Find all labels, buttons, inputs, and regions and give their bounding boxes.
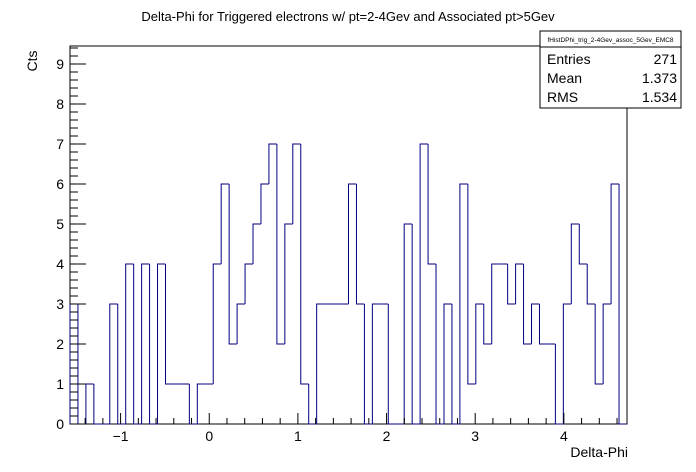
stats-entries-value: 271 <box>654 51 678 67</box>
histogram-bar <box>133 264 142 425</box>
histogram-bar <box>594 304 604 385</box>
x-tick-label: −1 <box>113 428 129 444</box>
x-tick-label: 2 <box>383 428 391 444</box>
y-tick-label: 5 <box>56 216 64 232</box>
chart-title: Delta-Phi for Triggered electrons w/ pt=… <box>141 9 555 24</box>
x-tick-label: 0 <box>205 428 213 444</box>
histogram-bar <box>459 183 468 424</box>
histogram-bar <box>427 144 437 265</box>
histogram-bar <box>236 303 246 344</box>
histogram-bar <box>292 143 301 224</box>
stats-mean-value: 1.373 <box>642 70 677 86</box>
y-tick-label: 0 <box>56 416 64 432</box>
histogram-bar <box>419 143 429 424</box>
histogram-bar <box>164 264 174 385</box>
histogram-bar <box>188 384 198 425</box>
x-tick-label: 4 <box>560 428 568 444</box>
x-axis: −1 0 1 2 3 4 <box>84 413 618 444</box>
histogram-bar <box>483 304 492 345</box>
histogram-bar <box>141 263 150 424</box>
histogram-bar <box>316 303 325 424</box>
y-axis: 0 1 2 3 4 5 6 7 8 9 <box>56 47 86 432</box>
histogram-bar <box>491 263 500 344</box>
histogram-bar <box>109 303 118 424</box>
plot-frame <box>69 45 628 425</box>
histogram-bar <box>443 303 452 424</box>
histogram-bar <box>355 184 365 305</box>
stats-box-frame <box>539 30 682 109</box>
histogram-bar <box>538 304 548 345</box>
histogram-bar <box>268 143 277 184</box>
y-tick-label: 1 <box>56 376 64 392</box>
histogram-bar <box>196 383 206 424</box>
histogram-bar <box>348 183 357 304</box>
histogram-bar <box>411 224 421 425</box>
stats-box: fHistDPhi_trig_2-4Gev_assoc_5Gev_EMC8 En… <box>539 30 682 109</box>
histogram-bar <box>371 303 381 424</box>
x-tick-label: 1 <box>294 428 302 444</box>
histogram-bar <box>578 224 588 265</box>
histogram-bar <box>276 144 285 345</box>
histogram-bar <box>117 304 126 425</box>
histogram-bar <box>523 264 532 345</box>
y-tick-label: 4 <box>56 256 64 272</box>
stats-box-name: fHistDPhi_trig_2-4Gev_assoc_5Gev_EMC8 <box>547 37 673 44</box>
histogram-bar <box>77 304 86 425</box>
histogram-bar <box>451 304 460 425</box>
histogram-bar <box>93 384 102 425</box>
histogram-bar <box>125 263 134 424</box>
y-tick-label: 3 <box>56 296 64 312</box>
histogram-bar <box>618 184 627 425</box>
histogram-bar <box>244 263 254 304</box>
histogram-bar <box>562 303 572 424</box>
y-tick-label: 2 <box>56 336 64 352</box>
histogram-series <box>69 143 627 425</box>
stats-mean-label: Mean <box>547 70 582 86</box>
histogram-bar <box>260 183 269 224</box>
histogram-bar <box>212 263 222 384</box>
histogram-bar <box>586 264 596 305</box>
histogram-bar <box>610 183 620 304</box>
histogram-bar <box>252 223 261 264</box>
histogram-bar <box>467 184 476 385</box>
histogram-bar <box>554 344 564 425</box>
histogram-bar <box>387 304 397 425</box>
plot-area-border <box>69 45 628 425</box>
histogram-bar <box>69 303 78 424</box>
histogram-bar <box>602 303 612 384</box>
histogram-bar <box>284 223 293 344</box>
stats-rms-value: 1.534 <box>642 89 677 105</box>
x-tick-label: 3 <box>471 428 479 444</box>
histogram-bar <box>157 263 166 424</box>
histogram-bar <box>403 223 413 424</box>
y-tick-label: 8 <box>56 96 64 112</box>
histogram-bar <box>85 383 94 424</box>
stats-entries-label: Entries <box>547 51 591 67</box>
histogram-bar <box>363 304 373 425</box>
histogram-bar <box>531 303 540 344</box>
y-tick-label: 6 <box>56 176 64 192</box>
histogram-bar <box>475 303 484 384</box>
x-axis-label: Delta-Phi <box>570 444 628 460</box>
stats-rms-label: RMS <box>547 89 578 105</box>
histogram-bar <box>228 184 238 345</box>
histogram-bar <box>220 183 230 264</box>
y-axis-label: Cts <box>24 51 40 72</box>
histogram-bar <box>515 263 524 304</box>
histogram-bar <box>149 264 158 425</box>
histogram-bar <box>300 144 309 385</box>
y-tick-label: 7 <box>56 136 64 152</box>
histogram-bar <box>435 264 444 425</box>
histogram-bar <box>570 223 580 304</box>
y-tick-label: 9 <box>56 56 64 72</box>
histogram-bar <box>308 384 317 425</box>
histogram-bar <box>507 264 516 305</box>
